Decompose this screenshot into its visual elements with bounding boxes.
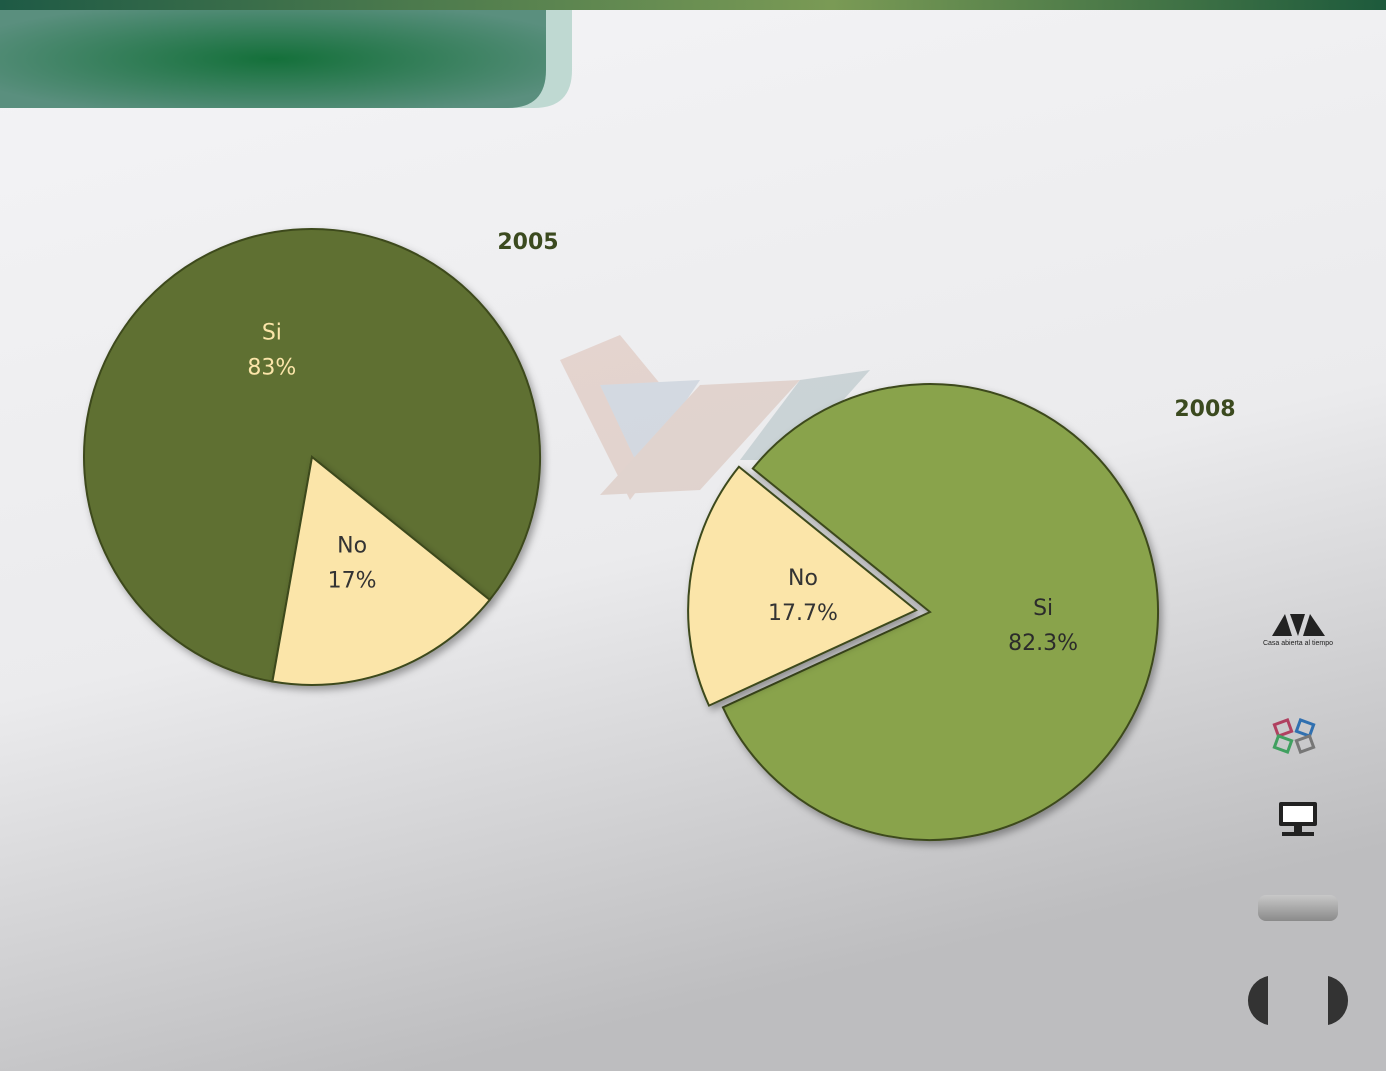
slice-value-label: 17% [328, 569, 377, 594]
slice-label: No 17.7% [768, 566, 838, 626]
slice-value-label: 82.3% [1008, 631, 1078, 656]
chart-title: 2005 [497, 230, 558, 255]
slice-category: No [337, 534, 367, 559]
top-bar [0, 0, 1386, 10]
prev-button[interactable] [1247, 976, 1268, 1025]
logo-text: Casa abierta al tiempo [1263, 640, 1333, 647]
pie-slice [721, 383, 1159, 841]
slice-value-label: 83% [247, 355, 296, 380]
slice-value-label: 17.7% [768, 601, 838, 626]
icon-books[interactable] [1272, 718, 1316, 754]
slice-label: Si 83% [247, 320, 296, 380]
slice-label: No 17% [328, 534, 377, 594]
icon-monitor[interactable] [1279, 802, 1317, 836]
button[interactable] [1258, 895, 1338, 921]
slice-category: Si [262, 320, 282, 345]
header-tab [0, 10, 546, 108]
next-button[interactable] [1328, 976, 1349, 1025]
slice-label: Si 82.3% [1008, 596, 1078, 656]
pie-slice [83, 228, 541, 683]
watermark [560, 335, 870, 500]
pie-slice [271, 455, 492, 686]
uam-logo: Casa abierta al tiempo [1263, 614, 1333, 647]
pie-slice [687, 465, 918, 707]
slice-category: No [788, 566, 818, 591]
chart-title: 2008 [1174, 397, 1235, 422]
slice-category: Si [1033, 596, 1053, 621]
